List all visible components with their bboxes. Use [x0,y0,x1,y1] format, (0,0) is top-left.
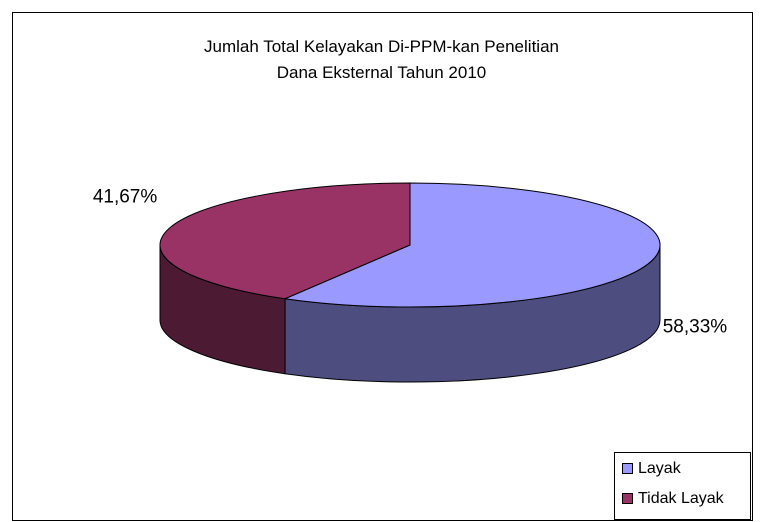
legend-label: Layak [638,460,682,477]
legend-label: Tidak Layak [638,490,725,507]
data-label: 58,33% [663,317,728,338]
legend-box [614,452,751,520]
pie-slice [283,182,661,308]
title-box: Jumlah Total Kelayakan Di-PPM-kan Peneli… [0,34,763,86]
chart-title: Jumlah Total Kelayakan Di-PPM-kan Peneli… [204,37,559,82]
legend-swatch [622,493,633,504]
data-label: 41,67% [93,186,158,207]
pie-slice [159,182,411,300]
legend-swatch [622,463,633,474]
